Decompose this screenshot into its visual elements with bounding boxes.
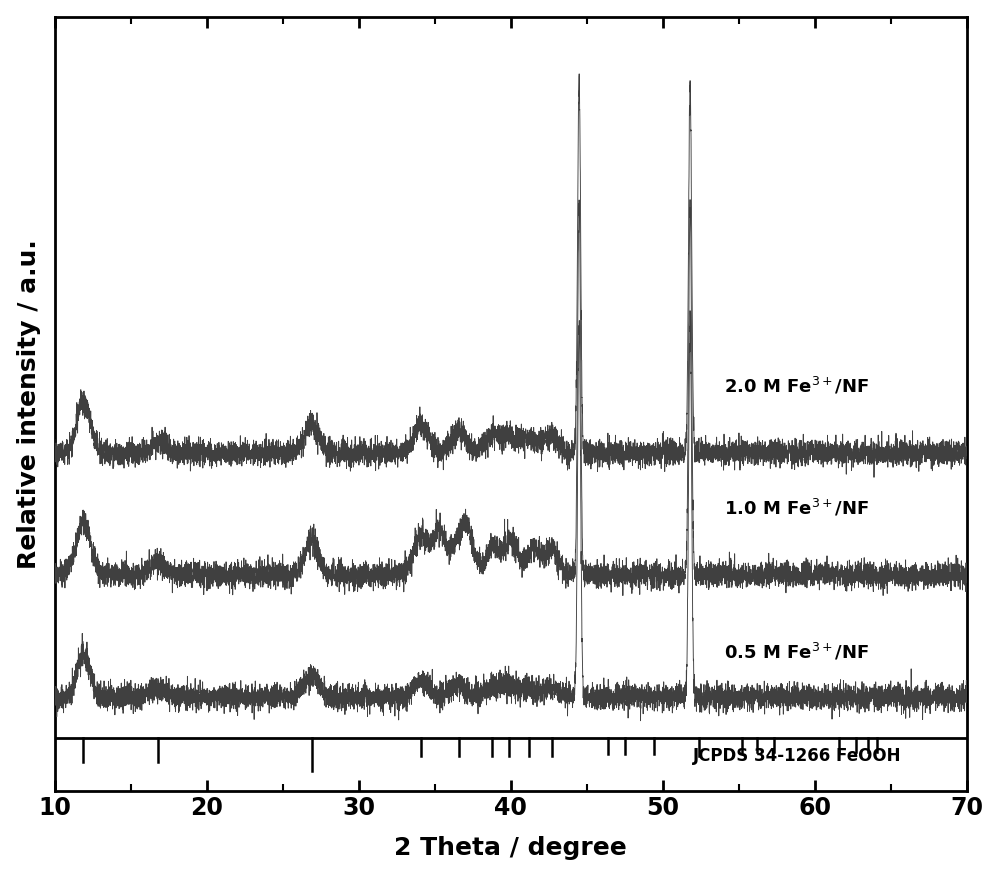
Text: 0.5 M Fe$^{3+}$/NF: 0.5 M Fe$^{3+}$/NF [724,641,869,662]
Text: JCPDS 34-1266 FeOOH: JCPDS 34-1266 FeOOH [693,747,902,766]
Text: 1.0 M Fe$^{3+}$/NF: 1.0 M Fe$^{3+}$/NF [724,497,869,518]
Text: 2.0 M Fe$^{3+}$/NF: 2.0 M Fe$^{3+}$/NF [724,375,869,396]
X-axis label: 2 Theta / degree: 2 Theta / degree [394,837,627,860]
Y-axis label: Relative intensity / a.u.: Relative intensity / a.u. [17,239,41,568]
